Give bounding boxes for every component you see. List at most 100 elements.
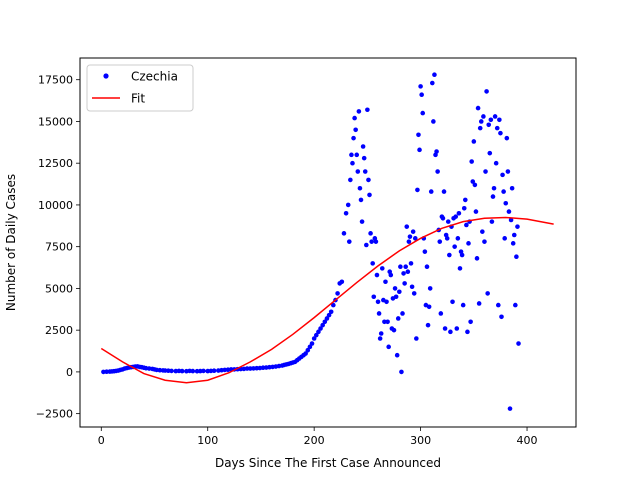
data-point xyxy=(331,302,336,308)
data-point xyxy=(514,254,519,259)
data-point xyxy=(428,189,434,194)
data-point xyxy=(487,150,493,156)
data-point xyxy=(478,119,484,124)
data-point xyxy=(375,299,381,305)
data-point xyxy=(509,185,515,191)
data-point xyxy=(460,302,466,308)
data-point xyxy=(501,189,506,194)
data-point xyxy=(468,319,473,325)
data-point xyxy=(370,261,376,266)
data-point xyxy=(351,135,356,141)
data-point xyxy=(409,284,415,290)
data-point xyxy=(364,242,369,248)
data-point xyxy=(179,368,185,374)
y-tick-label: 15000 xyxy=(38,115,73,128)
data-point xyxy=(450,299,455,305)
data-point xyxy=(313,332,319,338)
fit-line xyxy=(100,216,554,384)
plot-marks xyxy=(100,72,554,411)
data-point xyxy=(244,366,250,371)
data-point xyxy=(432,72,437,77)
data-point xyxy=(408,261,414,266)
data-point xyxy=(426,304,432,310)
data-point xyxy=(406,239,412,244)
data-point xyxy=(307,344,313,350)
data-point xyxy=(469,159,474,164)
data-point xyxy=(412,236,418,241)
data-point xyxy=(507,406,513,411)
data-point xyxy=(211,368,217,374)
data-point xyxy=(322,319,328,325)
data-point xyxy=(505,169,511,174)
data-point xyxy=(427,286,433,291)
data-point xyxy=(305,347,311,353)
data-point xyxy=(335,291,340,296)
data-point xyxy=(348,177,353,183)
data-point xyxy=(374,272,380,278)
data-point xyxy=(358,197,364,203)
data-point xyxy=(378,331,384,336)
data-point xyxy=(377,336,383,341)
data-point xyxy=(515,224,520,229)
y-axis-label: Number of Daily Cases xyxy=(4,174,18,311)
data-point xyxy=(382,319,387,325)
data-point xyxy=(376,311,382,316)
data-point xyxy=(461,205,467,211)
data-point xyxy=(499,314,504,320)
data-point xyxy=(486,122,492,128)
y-tick-label: 7500 xyxy=(45,241,73,254)
data-point xyxy=(401,271,406,276)
y-tick-label: 0 xyxy=(66,366,73,379)
data-point xyxy=(365,107,370,113)
data-point xyxy=(410,229,416,234)
data-point xyxy=(497,117,502,123)
x-tick-label: 0 xyxy=(98,434,105,447)
y-tick-label: 17500 xyxy=(38,74,73,87)
data-point xyxy=(420,110,426,116)
data-point xyxy=(190,368,196,374)
data-point xyxy=(483,169,488,174)
data-point xyxy=(361,155,367,161)
data-point xyxy=(457,266,463,271)
data-point xyxy=(402,281,407,286)
axis-ticks: 0 100 200 300 400 −2500 0 2500 5000 7500 10000 1250… xyxy=(36,74,538,447)
data-point xyxy=(357,185,363,191)
data-point xyxy=(447,252,452,258)
data-point xyxy=(354,152,360,158)
data-point xyxy=(484,89,489,94)
data-point xyxy=(418,84,423,89)
data-point xyxy=(349,152,354,158)
data-point xyxy=(448,329,453,335)
data-point xyxy=(339,279,345,285)
data-point xyxy=(400,311,405,316)
data-point xyxy=(405,269,411,275)
x-axis-label: Days Since The First Case Announced xyxy=(215,456,441,470)
data-point xyxy=(388,272,394,278)
data-point xyxy=(476,301,482,306)
data-point xyxy=(392,286,398,291)
data-point xyxy=(470,179,476,184)
legend-box xyxy=(86,64,194,112)
data-point xyxy=(474,256,480,261)
data-point xyxy=(437,239,443,244)
data-point xyxy=(502,236,507,241)
y-tick-label: 5000 xyxy=(45,282,73,295)
data-point xyxy=(419,92,424,98)
data-point xyxy=(493,160,499,166)
data-point xyxy=(371,294,377,300)
data-point xyxy=(324,316,330,321)
data-point xyxy=(353,127,358,133)
data-point xyxy=(473,209,479,214)
data-point xyxy=(403,264,409,270)
legend: Czechia Fit xyxy=(86,64,194,112)
data-point xyxy=(345,202,351,208)
y-tick-label: 10000 xyxy=(38,199,73,212)
data-point xyxy=(379,266,385,271)
data-point xyxy=(343,210,349,216)
data-point xyxy=(459,252,465,258)
data-point xyxy=(496,302,501,308)
data-point xyxy=(414,336,419,341)
data-point xyxy=(463,197,468,203)
data-point xyxy=(477,125,483,131)
